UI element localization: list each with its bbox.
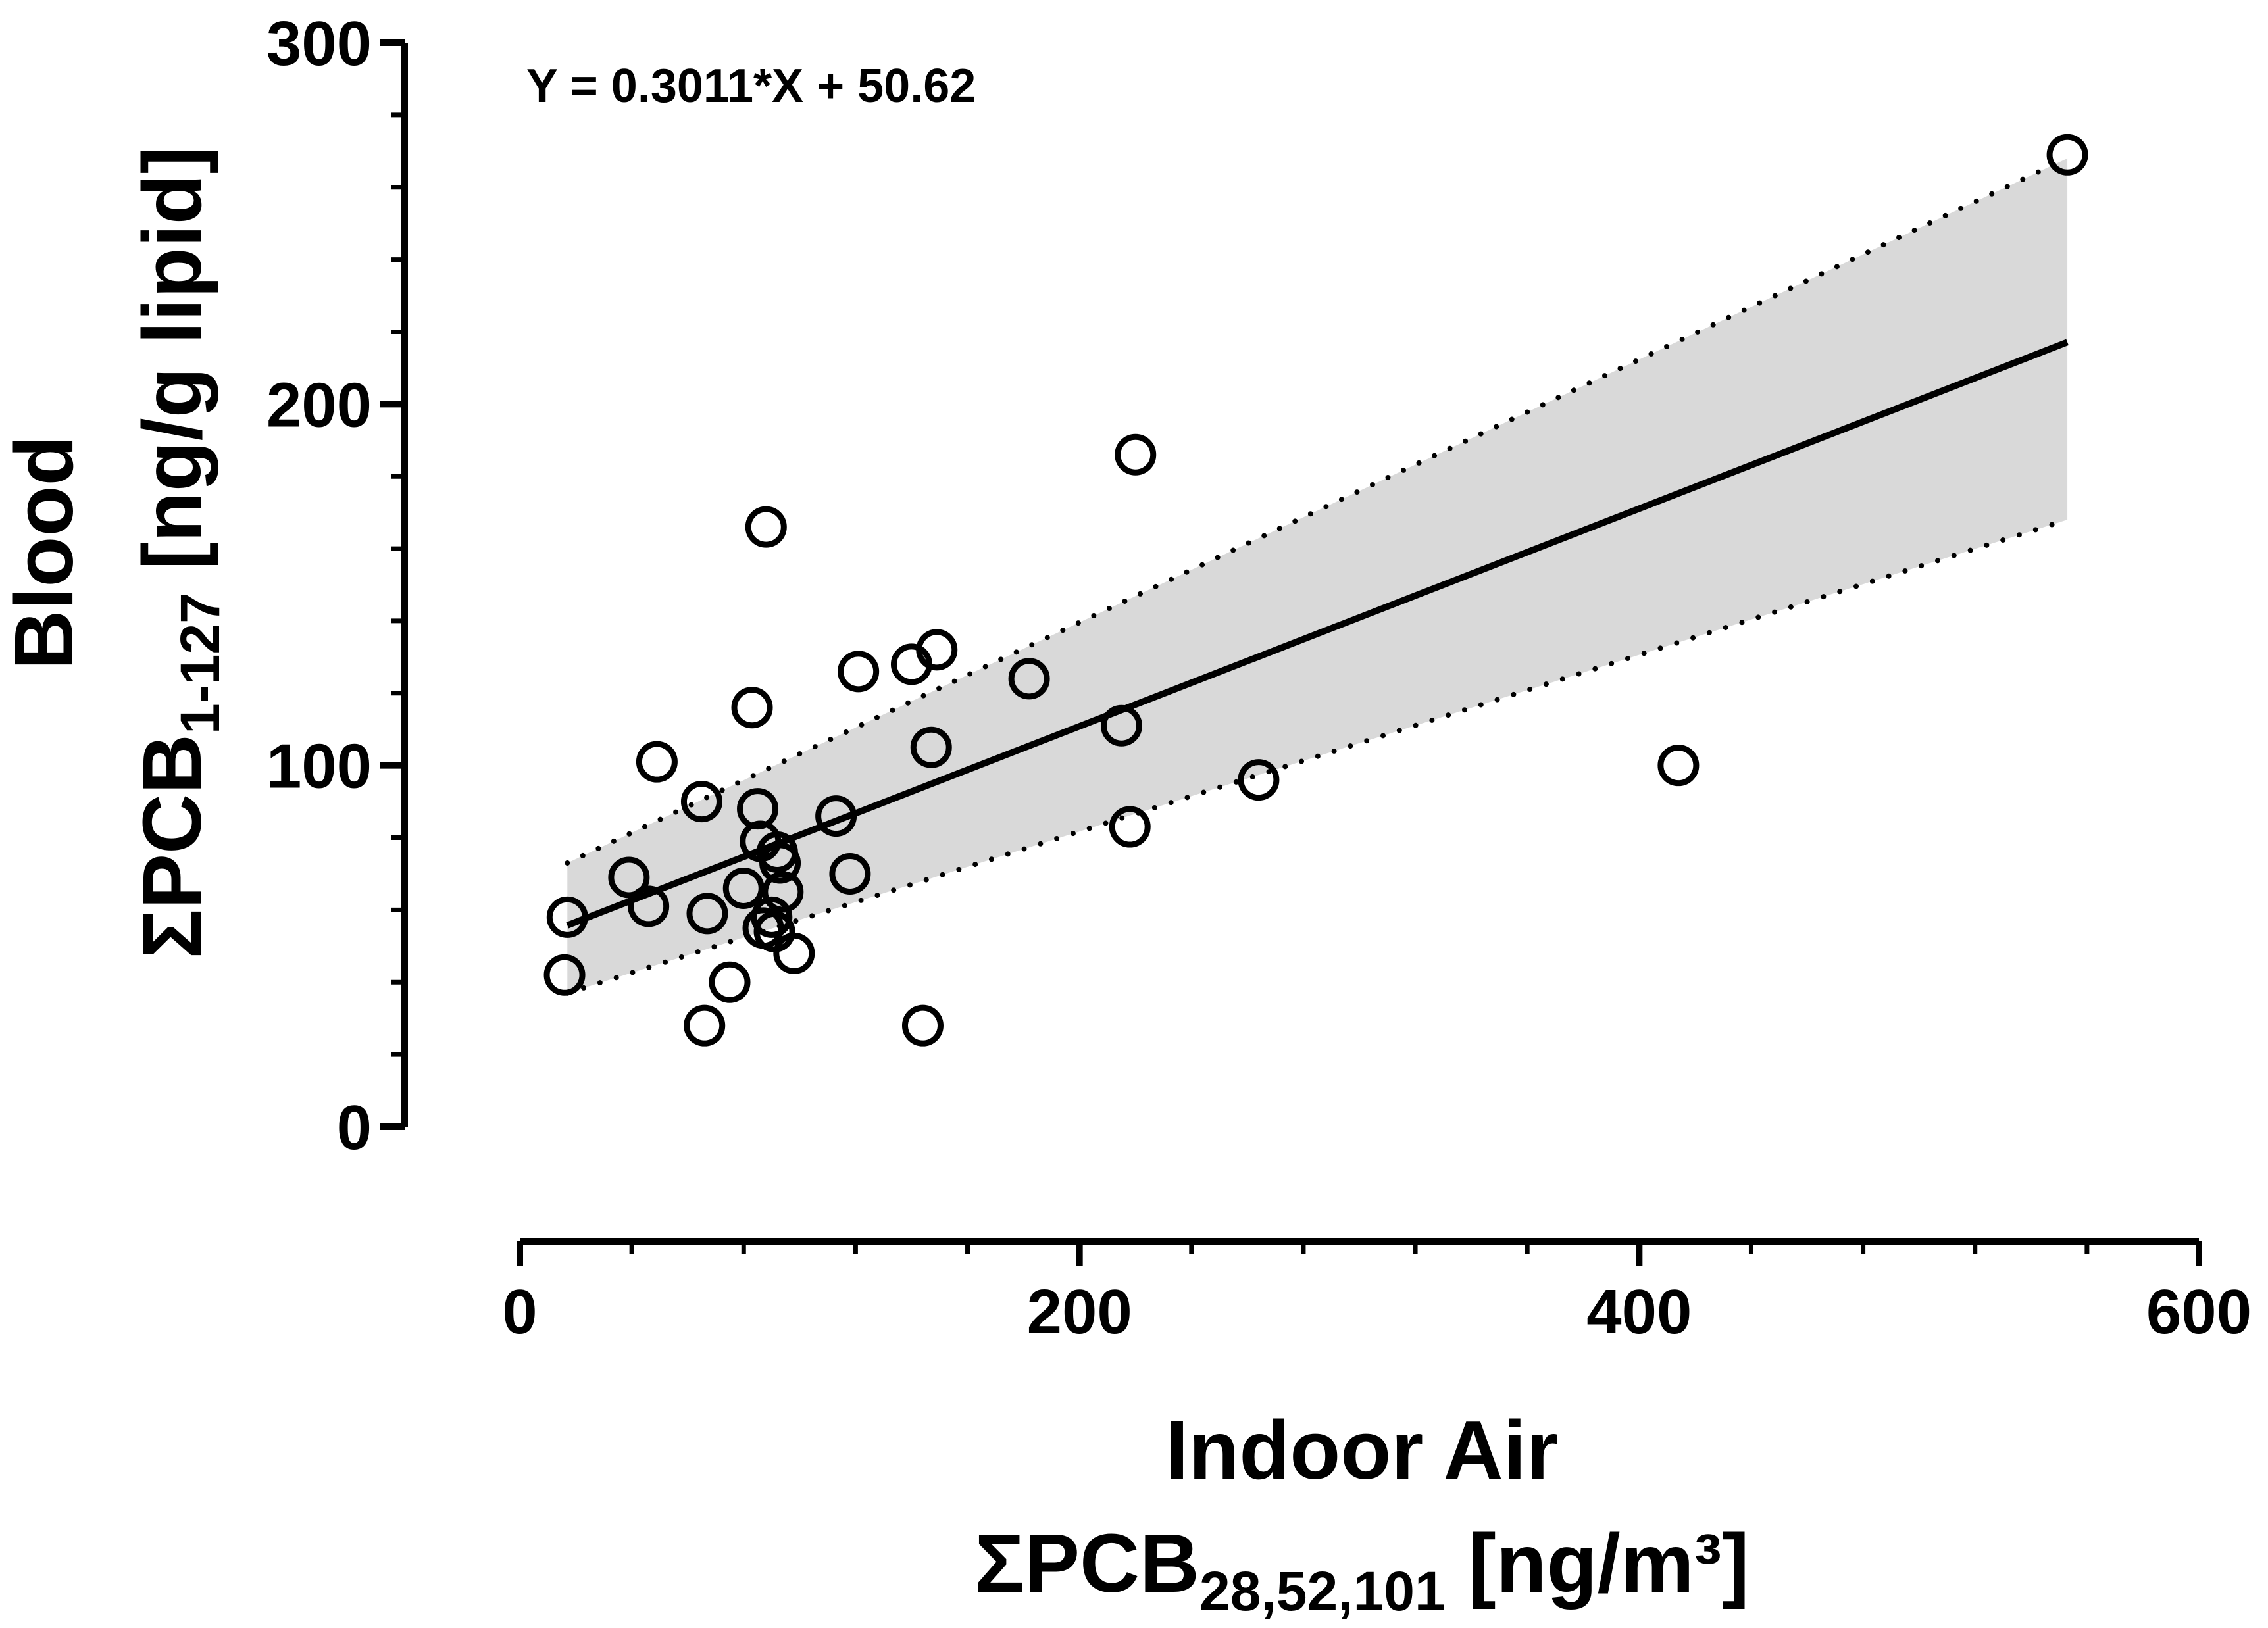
y-tick-label: 100 — [266, 731, 372, 802]
axes: 0 100 200 300 0 200 400 600 — [266, 9, 2252, 1347]
x-axis-title-subscript: 28,52,101 — [1199, 1560, 1446, 1622]
lower-confidence-line — [565, 517, 2071, 996]
data-point — [762, 871, 804, 913]
x-tick-label: 400 — [1586, 1277, 1692, 1347]
data-point — [709, 961, 751, 1003]
data-point — [2046, 134, 2088, 176]
y-tick-label: 0 — [337, 1093, 372, 1163]
data-point — [829, 852, 871, 895]
data-point — [1238, 759, 1280, 801]
data-point — [916, 629, 958, 671]
data-point — [759, 842, 801, 884]
data-point — [722, 867, 765, 909]
y-tick-label: 200 — [266, 370, 372, 440]
data-point — [1008, 658, 1050, 700]
data-point — [543, 954, 586, 996]
x-tick-label: 600 — [2146, 1277, 2252, 1347]
y-axis-title-unit: [ng/g lipid] — [126, 146, 218, 593]
y-tick-label: 300 — [266, 9, 372, 79]
data-point — [838, 651, 880, 693]
confidence-band — [567, 158, 2068, 993]
data-point — [745, 506, 787, 548]
y-axis-title-line2: ΣPCB1-127 [ng/g lipid] — [126, 146, 231, 958]
data-point — [910, 726, 952, 768]
data-point — [1115, 433, 1157, 476]
data-point — [628, 885, 670, 927]
regression-line — [566, 339, 2069, 929]
regression-equation: Y = 0.3011*X + 50.62 — [526, 60, 976, 112]
data-points — [543, 134, 2088, 1047]
data-point — [731, 687, 773, 729]
data-point — [546, 896, 588, 938]
data-point — [1109, 806, 1151, 848]
data-point — [1657, 745, 1700, 787]
x-axis-title-unit: [ng/m³] — [1446, 1517, 1750, 1610]
x-axis-title-symbol: ΣPCB — [974, 1517, 1199, 1610]
data-point — [901, 1004, 944, 1047]
data-point — [636, 741, 678, 783]
y-axis-title-line1: Blood — [0, 435, 90, 670]
x-axis-title-line1: Indoor Air — [1165, 1404, 1558, 1496]
confidence-band-layer — [565, 155, 2071, 996]
y-axis-title-symbol: ΣPCB — [126, 734, 218, 959]
upper-confidence-line — [565, 155, 2071, 866]
y-axis-title-subscript: 1-127 — [169, 593, 231, 734]
data-point — [684, 1004, 726, 1047]
data-point — [773, 932, 815, 974]
data-point — [686, 893, 728, 935]
data-point — [751, 896, 793, 938]
data-point — [680, 781, 722, 823]
regression-layer — [566, 339, 2069, 929]
data-point — [608, 856, 650, 899]
data-point — [1100, 704, 1142, 747]
x-axis-title-line2: ΣPCB28,52,101 [ng/m³] — [974, 1517, 1749, 1622]
x-tick-label: 200 — [1027, 1277, 1132, 1347]
data-point — [815, 795, 857, 837]
x-tick-label: 0 — [502, 1277, 537, 1347]
